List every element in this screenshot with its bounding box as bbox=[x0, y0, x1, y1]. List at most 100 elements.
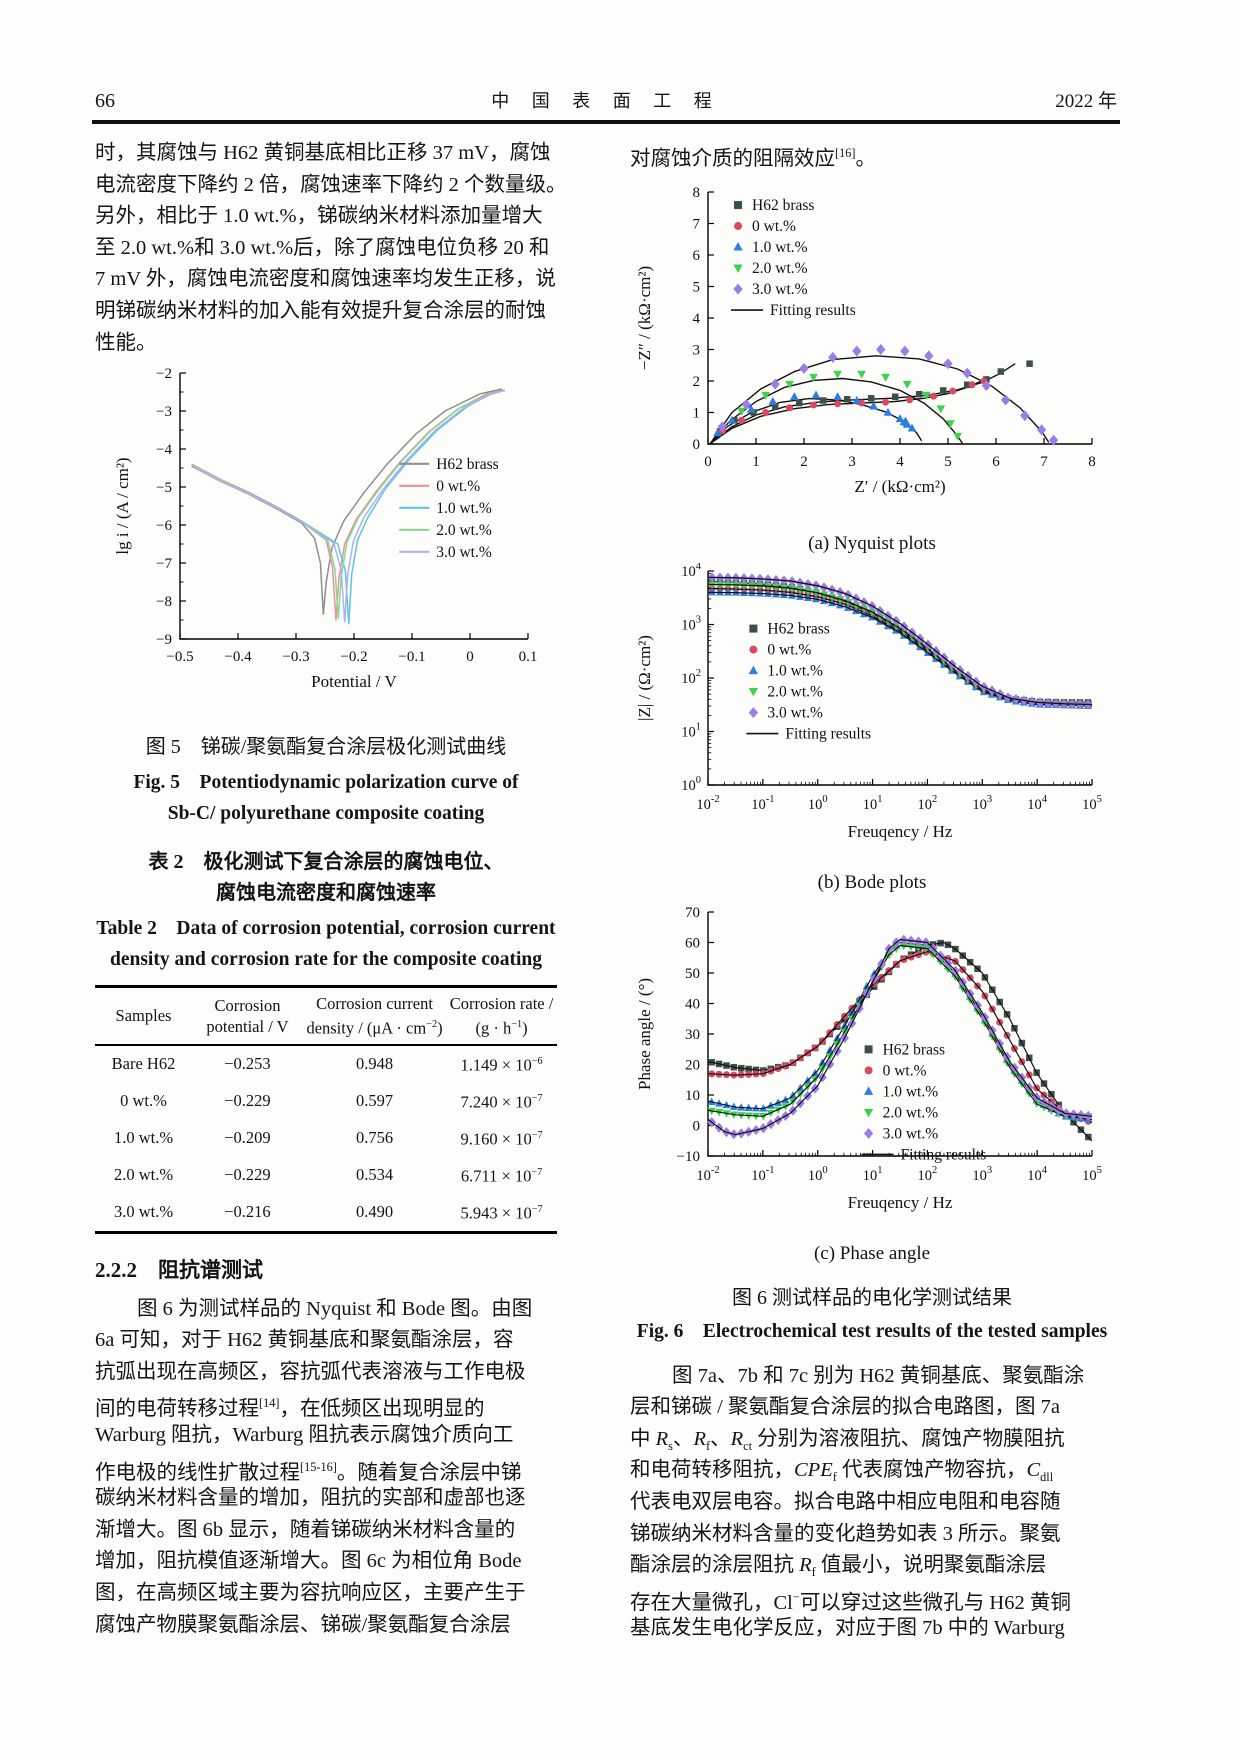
marker-triangle-down bbox=[722, 1109, 731, 1118]
marker-triangle-up bbox=[895, 413, 905, 422]
journal-title: 中 国 表 面 工 程 bbox=[491, 91, 721, 111]
marker-triangle-up bbox=[883, 407, 893, 416]
marker-circle bbox=[810, 401, 818, 409]
text-line: 锑碳纳米材料含量的变化趋势如表 3 所示。聚氨 bbox=[630, 1522, 1061, 1545]
tick-label: 10-1 bbox=[751, 1165, 774, 1184]
tick-label: 8 bbox=[1088, 454, 1096, 470]
marker-triangle-up bbox=[863, 1086, 874, 1095]
x-axis-label: Potential / V bbox=[311, 672, 397, 691]
tick-label: −0.2 bbox=[340, 649, 367, 665]
marker-triangle-up bbox=[833, 391, 842, 400]
marker-triangle-up bbox=[707, 1097, 716, 1105]
marker-diamond bbox=[1048, 434, 1059, 446]
marker-triangle-up bbox=[744, 1103, 753, 1111]
legend-label: Fitting results bbox=[770, 302, 856, 319]
text-line: 酯涂层的涂层阻抗 Rf 值最小，说明聚氨酯涂层 bbox=[630, 1554, 1047, 1580]
marker-diamond bbox=[1000, 394, 1011, 405]
left-column: 时，其腐蚀与 H62 黄铜基底相比正移 37 mV，腐蚀 电流密度下降约 2 倍，… bbox=[95, 138, 567, 1642]
legend-label: H62 brass bbox=[767, 620, 829, 637]
legend-label: H62 brass bbox=[883, 1041, 945, 1058]
tick-label: 10-2 bbox=[696, 1165, 719, 1184]
marker-triangle-down bbox=[902, 380, 912, 389]
tick-label: 1 bbox=[693, 405, 701, 421]
tick-label: 104 bbox=[1027, 1165, 1048, 1184]
marker-triangle-up bbox=[713, 427, 722, 436]
tick-label: 0 bbox=[466, 649, 474, 665]
text-line: 基底发生电化学反应，对应于图 7b 中的 Warburg bbox=[630, 1617, 1065, 1640]
figure5-caption-en-line2: Sb-C/ polyurethane composite coating bbox=[167, 803, 485, 825]
tick-label: 105 bbox=[1082, 794, 1102, 813]
series-line bbox=[707, 580, 1092, 703]
text-line: 层和锑碳 / 聚氨酯复合涂层的拟合电路图，图 7a bbox=[630, 1396, 1060, 1419]
marker-triangle-down bbox=[785, 380, 794, 389]
text-line: 电流密度下降约 2 倍，腐蚀速率下降约 2 个数量级。 bbox=[95, 173, 567, 196]
legend-label: 1.0 wt.% bbox=[767, 662, 823, 679]
paragraph-barrier-effect: 对腐蚀介质的阻隔效应[16]。 bbox=[630, 138, 1114, 170]
marker-square bbox=[891, 393, 899, 400]
x-axis-label: Freuqency / Hz bbox=[848, 822, 953, 841]
marker-square bbox=[749, 624, 758, 633]
text-line: 代表电双层电容。拟合电路中相应电阻和电容随 bbox=[630, 1490, 1061, 1513]
table-row: 1.0 wt.% −0.209 0.756 9.160 × 10−7 bbox=[113, 1128, 543, 1149]
tick-label: 104 bbox=[681, 563, 702, 580]
tick-label: 5 bbox=[944, 454, 952, 470]
year-label: 2022 年 bbox=[1055, 91, 1117, 112]
text-line: 间的电荷转移过程[14]，在低频区出现明显的 bbox=[95, 1396, 485, 1421]
tick-label: 100 bbox=[808, 794, 828, 813]
legend-label: 1.0 wt.% bbox=[436, 500, 492, 517]
y-axis-label: Phase angle / (°) bbox=[635, 978, 654, 1090]
y-axis-label: lg i / (A / cm²) bbox=[113, 458, 132, 555]
marker-diamond bbox=[748, 706, 759, 718]
tick-label: 103 bbox=[681, 614, 701, 633]
text-line: 中 Rs、Rf、Rct 分别为溶液阻抗、腐蚀产物膜阻抗 bbox=[630, 1427, 1065, 1453]
tick-label: 101 bbox=[863, 794, 883, 813]
legend-label: Fitting results bbox=[901, 1146, 987, 1163]
legend-label: 0 wt.% bbox=[883, 1062, 927, 1079]
table-row: 2.0 wt.% −0.229 0.534 6.711 × 10−7 bbox=[113, 1165, 543, 1186]
tick-label: 101 bbox=[681, 721, 701, 740]
marker-triangle-down bbox=[953, 432, 962, 441]
tick-label: −4 bbox=[156, 442, 172, 458]
marker-triangle-down bbox=[914, 944, 923, 952]
marker-triangle-down bbox=[737, 1111, 746, 1120]
tick-label: 0 bbox=[704, 454, 712, 470]
tick-label: −6 bbox=[156, 518, 172, 534]
marker-circle bbox=[834, 399, 842, 407]
marker-triangle-down bbox=[729, 1111, 738, 1119]
tick-label: −5 bbox=[156, 480, 172, 496]
section-heading-2-2-2: 2.2.2 阻抗谱测试 bbox=[95, 1257, 263, 1282]
marker-square bbox=[795, 399, 803, 406]
table2-corrosion-data: Samples Corrosion potential / V Corrosion… bbox=[95, 985, 557, 1234]
tick-label: 0 bbox=[693, 1118, 701, 1134]
table2-caption-en-line1: Table 2 Data of corrosion potential, cor… bbox=[96, 918, 556, 940]
marker-triangle-up bbox=[907, 423, 917, 432]
legend-label: 2.0 wt.% bbox=[436, 522, 492, 539]
text-line: 6a 可知，对于 H62 黄铜基底和聚氨酯涂层，容 bbox=[95, 1329, 514, 1352]
marker-triangle-down bbox=[921, 944, 930, 953]
legend-label: 3.0 wt.% bbox=[883, 1125, 939, 1142]
marker-triangle-up bbox=[733, 241, 743, 251]
tick-label: 40 bbox=[685, 996, 700, 1012]
marker-diamond bbox=[1036, 423, 1047, 435]
marker-triangle-up bbox=[737, 1102, 746, 1111]
series-line bbox=[707, 576, 1093, 705]
marker-triangle-up bbox=[811, 390, 821, 399]
marker-diamond bbox=[799, 362, 809, 374]
figure6c-subcaption: (c) Phase angle bbox=[813, 1242, 931, 1264]
text-line: 腐蚀产物膜聚氨酯涂层、锑碳/聚氨酯复合涂层 bbox=[95, 1613, 511, 1636]
y-axis-label: −Z″ / (kΩ·cm²) bbox=[635, 265, 654, 369]
tick-label: 0.1 bbox=[519, 649, 538, 665]
marker-diamond bbox=[852, 345, 862, 357]
tick-label: −2 bbox=[156, 366, 172, 382]
marker-triangle-down bbox=[907, 943, 916, 951]
tick-label: 104 bbox=[1027, 794, 1048, 813]
tick-label: −0.1 bbox=[398, 649, 425, 665]
tick-label: −8 bbox=[156, 594, 172, 610]
marker-triangle-down bbox=[857, 370, 866, 379]
series-line bbox=[194, 389, 505, 623]
paragraph-impedance-discussion: 图 6 为测试样品的 Nyquist 和 Bode 图。由图 6a 可知，对于 H… bbox=[95, 1294, 557, 1642]
marker-circle bbox=[738, 416, 746, 424]
figure6b-bode-chart: 10-2 10-1 100 101 102 103 104 105 100 101 102 103 10… bbox=[630, 561, 1114, 868]
fig6a-svg: 0 1 2 3 4 5 6 7 8 0 1 2 3 4 5 6 7 8 H62 brass 0 wt.% 1.0 wt.… bbox=[635, 185, 1096, 496]
legend-label: 3.0 wt.% bbox=[436, 544, 492, 561]
